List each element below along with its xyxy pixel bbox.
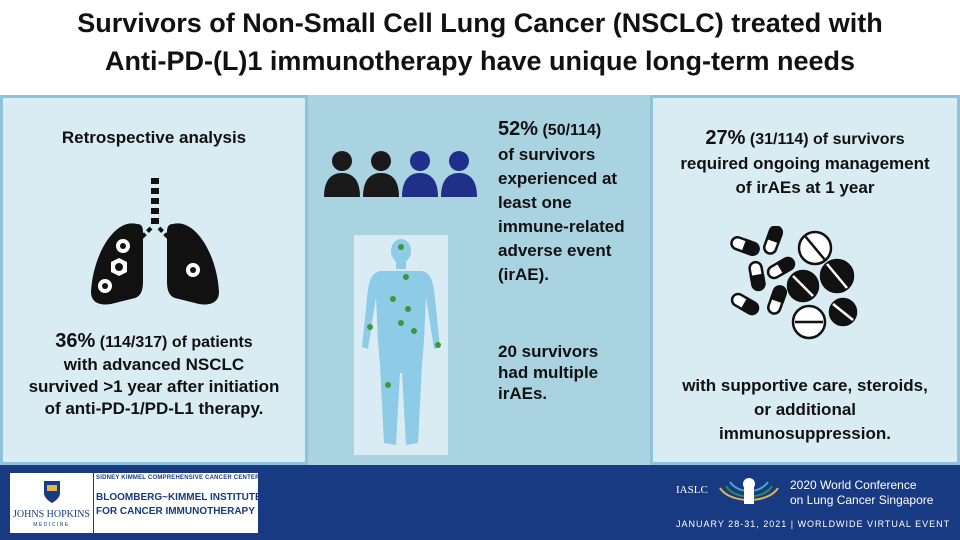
irae-stat: 52% (50/114) of survivors experienced at…	[498, 117, 648, 287]
medicine-text: MEDICINE	[33, 522, 70, 528]
multi-line-3: irAEs.	[498, 384, 548, 403]
people-icon	[324, 151, 477, 197]
panel-retrospective: Retrospective analysis 36% (114/317) of …	[0, 95, 308, 465]
survival-line-3: survived >1 year after initiation	[28, 377, 280, 396]
conference-dates: JANUARY 28-31, 2021 | WORLDWIDE VIRTUAL …	[676, 519, 951, 529]
bk-line-2: FOR CANCER IMMUNOTHERAPY	[96, 506, 255, 517]
survival-line-2: with advanced NSCLC	[63, 355, 245, 374]
bloomberg-kimmel-text: BLOOMBERG~KIMMEL INSTITUTE FOR CANCER IM…	[96, 491, 262, 519]
multi-line-2: had multiple	[498, 363, 599, 382]
sidney-kimmel-text: SIDNEY KIMMEL COMPREHENSIVE CANCER CENTE…	[96, 475, 260, 481]
irae-line-2: experienced at	[498, 169, 618, 188]
management-stat: 27% (31/114) of survivors required ongoi…	[653, 126, 957, 200]
management-line-3: of irAEs at 1 year	[735, 178, 875, 197]
johns-hopkins-logo: JOHNS HOPKINS MEDICINE	[10, 473, 93, 533]
irae-pct: 52%	[498, 118, 539, 140]
care-line-2: or additional	[754, 400, 856, 419]
panel-management: 27% (31/114) of survivors required ongoi…	[650, 95, 960, 465]
management-line-2: required ongoing management	[680, 154, 930, 173]
survival-line-4: of anti-PD-1/PD-L1 therapy.	[44, 399, 264, 418]
irae-line-4: immune-related	[498, 217, 625, 236]
human-body-icon	[362, 239, 441, 445]
hopkins-shield-icon	[44, 481, 60, 503]
panel-irae: 52% (50/114) of survivors experienced at…	[308, 95, 650, 465]
conf-line-1: 2020 World Conference	[790, 478, 917, 492]
bloomberg-kimmel-logo: SIDNEY KIMMEL COMPREHENSIVE CANCER CENTE…	[94, 473, 262, 533]
iaslc-logo: IASLC	[676, 484, 708, 496]
irae-line-1: of survivors	[498, 145, 596, 164]
pills-icon	[730, 226, 858, 340]
management-count: (31/114) of survivors	[745, 131, 905, 148]
lungs-icon	[91, 178, 219, 305]
bk-line-1: BLOOMBERG~KIMMEL INSTITUTE	[96, 492, 262, 503]
retrospective-heading: Retrospective analysis	[61, 128, 247, 147]
title-line-2: Anti-PD-(L)1 immunotherapy have unique l…	[104, 46, 856, 76]
conference-emblem-icon	[719, 478, 779, 504]
care-text: with supportive care, steroids, or addit…	[653, 374, 957, 446]
multiple-irae-stat: 20 survivors had multiple irAEs.	[498, 341, 648, 404]
irae-line-5: adverse event	[498, 241, 612, 260]
survival-pct: 36%	[55, 330, 96, 352]
survival-stat: 36% (114/317) of patients with advanced …	[3, 330, 305, 420]
management-pct: 27%	[705, 127, 746, 149]
footer-bar: JOHNS HOPKINS MEDICINE SIDNEY KIMMEL COM…	[0, 465, 960, 540]
irae-count: (50/114)	[538, 122, 602, 139]
irae-line-3: least one	[498, 193, 572, 212]
conf-line-2: on Lung Cancer Singapore	[790, 493, 934, 507]
care-line-1: with supportive care, steroids,	[682, 376, 928, 395]
title-line-1: Survivors of Non-Small Cell Lung Cancer …	[77, 8, 883, 38]
survival-count: (114/317) of patients	[95, 334, 253, 351]
page-title: Survivors of Non-Small Cell Lung Cancer …	[0, 4, 960, 80]
care-line-3: immunosuppression.	[719, 424, 891, 443]
johns-hopkins-text: JOHNS HOPKINS	[13, 509, 90, 520]
irae-line-6: (irAE).	[498, 265, 549, 284]
conference-title: 2020 World Conference on Lung Cancer Sin…	[790, 478, 933, 508]
multi-line-1: 20 survivors	[498, 342, 599, 361]
